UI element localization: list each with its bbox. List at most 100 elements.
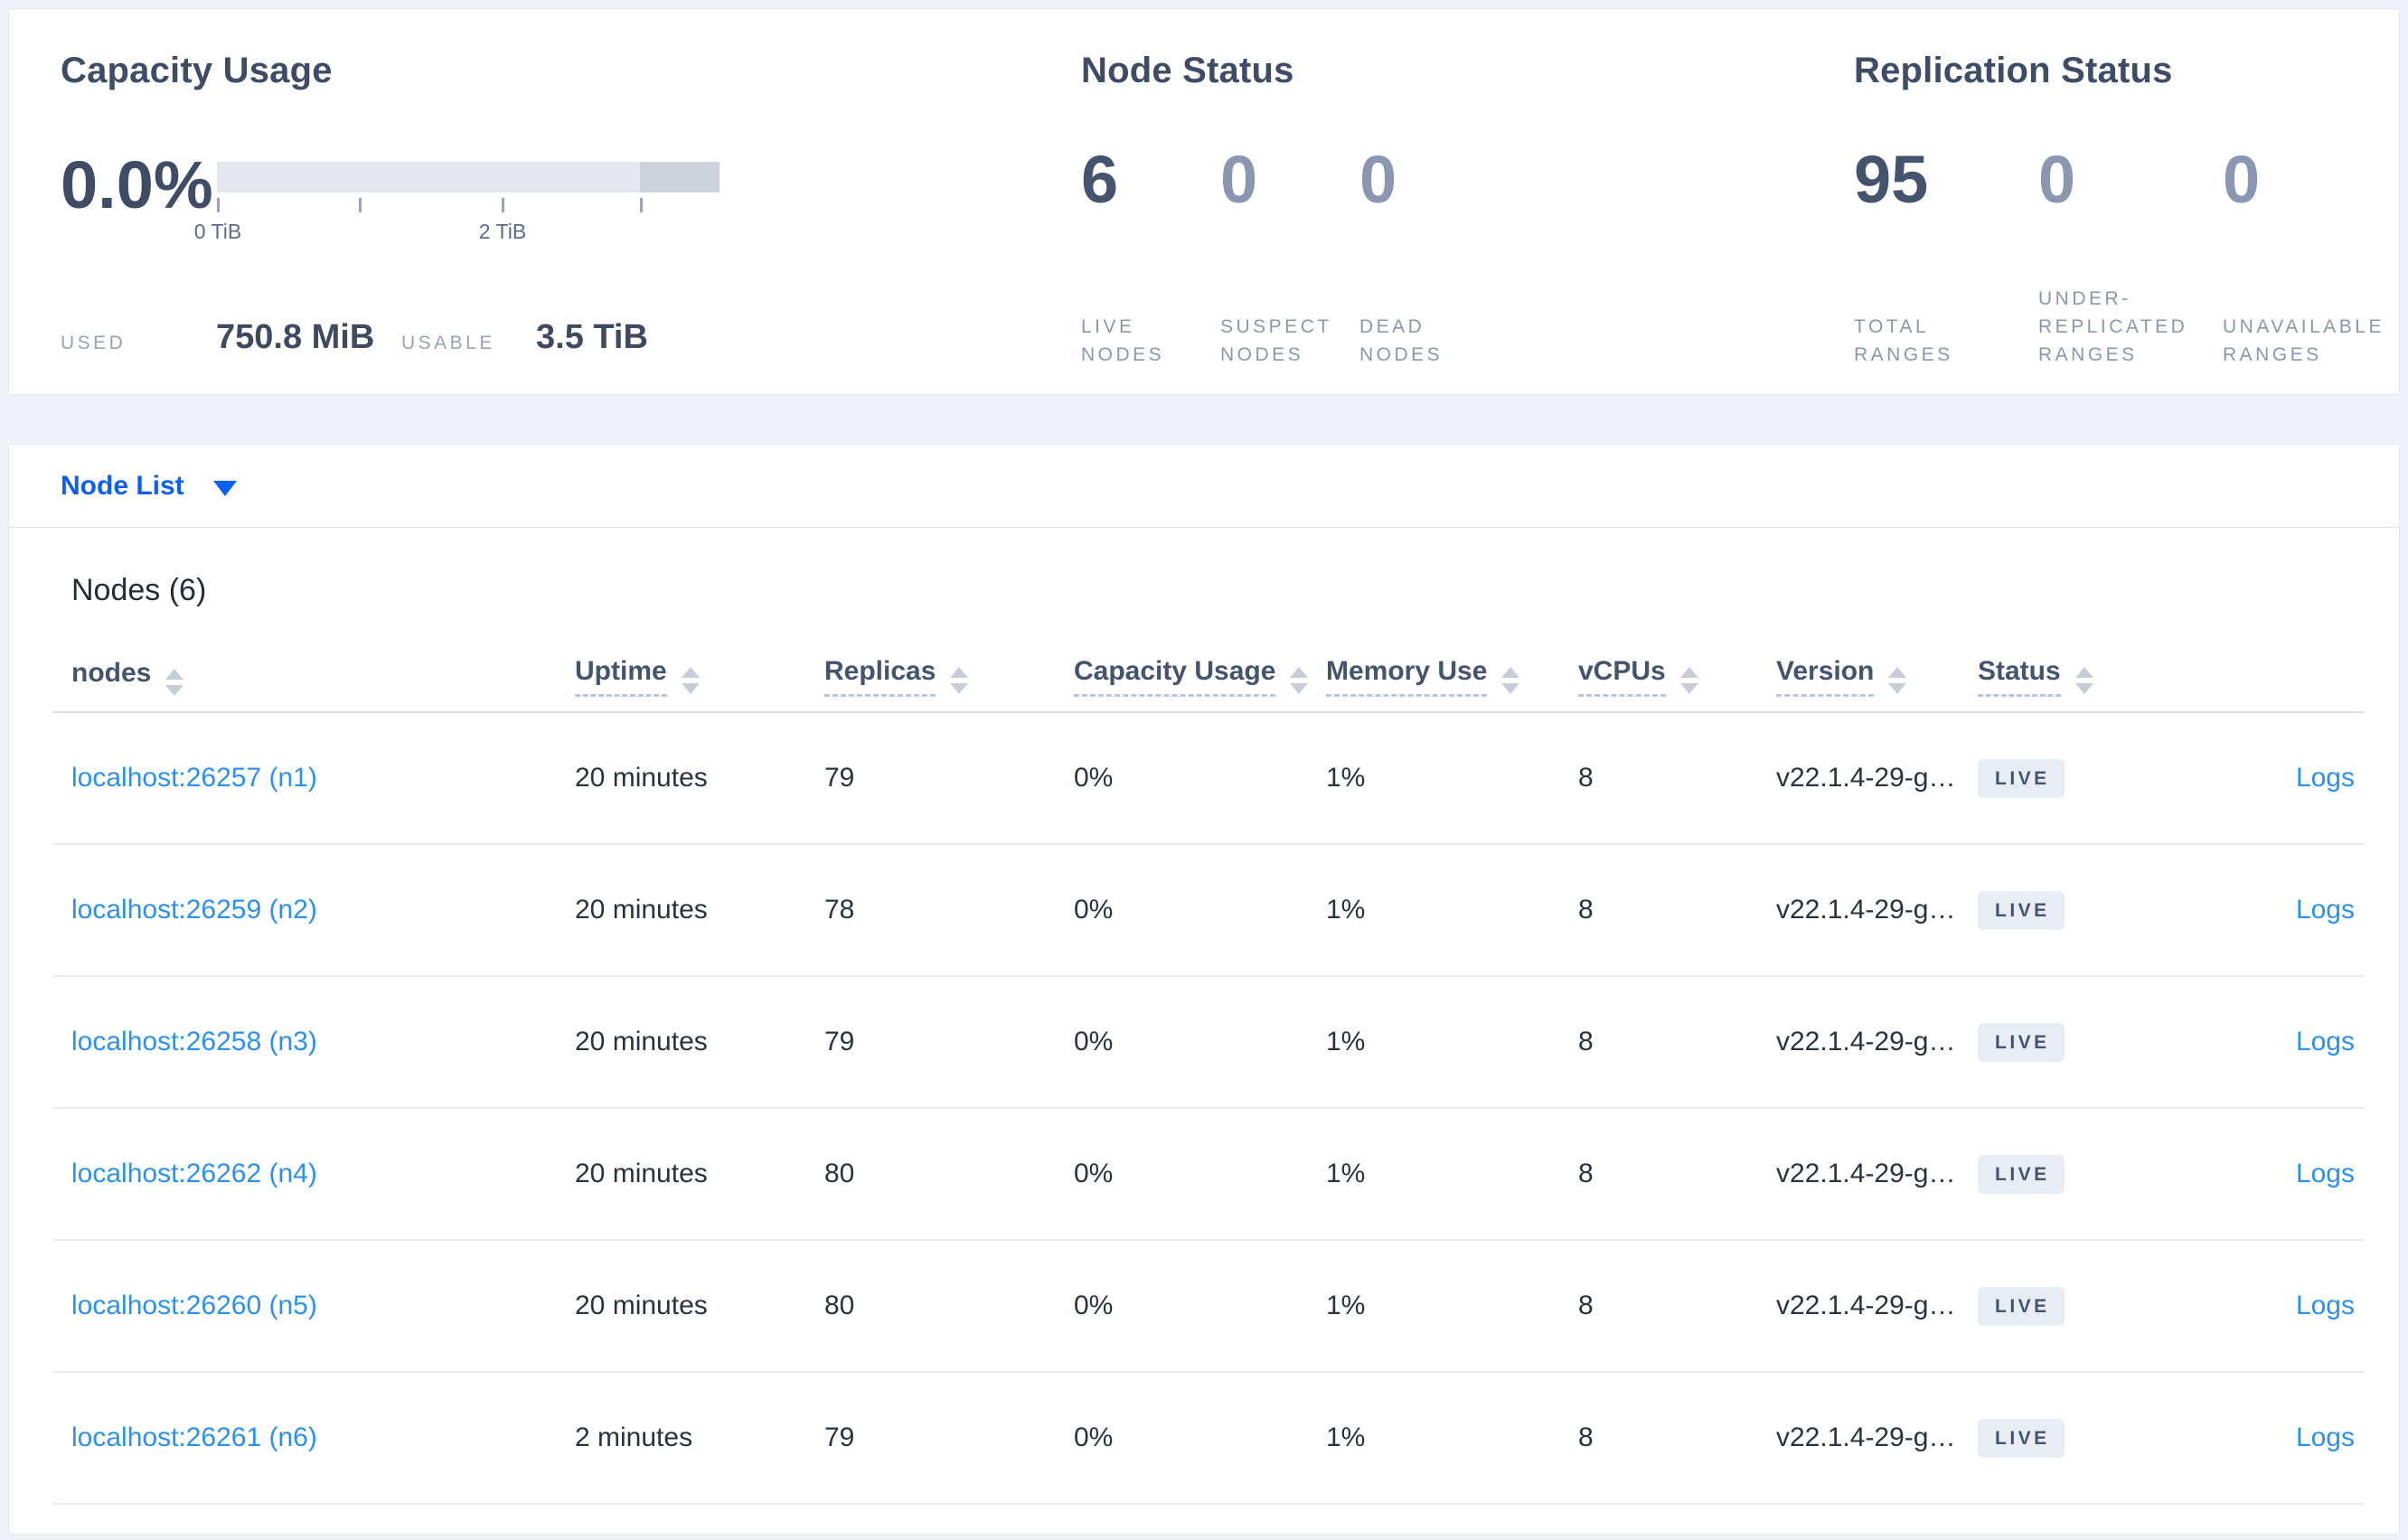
column-header-replicas[interactable]: Replicas bbox=[824, 642, 1074, 713]
cluster-summary-card: Capacity Usage 0.0% 0 TiB 2 TiB USED 750… bbox=[8, 8, 2400, 395]
version-cell: v22.1.4-29-g… bbox=[1776, 712, 1978, 845]
uptime-cell: 20 minutes bbox=[575, 1240, 824, 1373]
version-cell: v22.1.4-29-g… bbox=[1776, 1372, 1978, 1505]
capacity-gauge-track bbox=[217, 162, 720, 192]
capacity-values-row: USED 750.8 MiB USABLE 3.5 TiB bbox=[61, 318, 1037, 372]
node-link[interactable]: localhost:26260 (n5) bbox=[71, 1291, 317, 1320]
vcpus-cell: 8 bbox=[1578, 1372, 1776, 1505]
memory-use-cell: 1% bbox=[1326, 1240, 1578, 1373]
gauge-tick-1 bbox=[359, 198, 362, 212]
replicas-cell: 79 bbox=[824, 976, 1074, 1109]
node-link[interactable]: localhost:26262 (n4) bbox=[71, 1159, 317, 1188]
uptime-cell: 20 minutes bbox=[575, 1108, 824, 1241]
capacity-usage-cell: 0% bbox=[1074, 976, 1326, 1109]
version-cell: v22.1.4-29-g… bbox=[1776, 844, 1978, 977]
capacity-usage-cell: 0% bbox=[1074, 1240, 1326, 1373]
logs-link[interactable]: Logs bbox=[2295, 1159, 2355, 1188]
live-nodes-count: 6 bbox=[1081, 142, 1119, 217]
live-nodes-label: LIVE NODES bbox=[1081, 316, 1165, 365]
capacity-usage-cell: 0% bbox=[1074, 712, 1326, 845]
capacity-usage-cell: 0% bbox=[1074, 1372, 1326, 1505]
suspect-nodes-count: 0 bbox=[1220, 142, 1258, 217]
node-link[interactable]: localhost:26257 (n1) bbox=[71, 763, 317, 793]
logs-link[interactable]: Logs bbox=[2295, 1027, 2355, 1056]
node-list-dropdown[interactable]: Node List bbox=[9, 445, 2399, 528]
replicas-cell: 80 bbox=[824, 1108, 1074, 1241]
logs-link[interactable]: Logs bbox=[2295, 1423, 2355, 1452]
memory-use-cell: 1% bbox=[1326, 1372, 1578, 1505]
dead-nodes-count: 0 bbox=[1359, 142, 1397, 217]
status-badge: LIVE bbox=[1978, 758, 2065, 798]
sort-icon[interactable] bbox=[1888, 667, 1907, 694]
table-row: localhost:26260 (n5) 20 minutes 80 0% 1%… bbox=[52, 1240, 2365, 1373]
column-header-nodes[interactable]: nodes bbox=[52, 642, 575, 713]
table-row: localhost:26262 (n4) 20 minutes 80 0% 1%… bbox=[52, 1108, 2365, 1241]
unavailable-ranges-count: 0 bbox=[2223, 142, 2261, 217]
under-replicated-ranges-count: 0 bbox=[2038, 142, 2076, 217]
memory-use-cell: 1% bbox=[1326, 844, 1578, 977]
gauge-tick-label-0: 0 TiB bbox=[193, 220, 242, 243]
capacity-gauge-reserved-segment bbox=[640, 162, 720, 192]
gauge-tick-label-2: 2 TiB bbox=[478, 220, 527, 243]
node-list-dropdown-label[interactable]: Node List bbox=[61, 470, 184, 501]
node-status-panel: Node Status 6 0 0 LIVE NODES SUSPECT NOD… bbox=[1081, 9, 1804, 396]
replication-status-title: Replication Status bbox=[1854, 51, 2173, 90]
sort-icon[interactable] bbox=[1290, 667, 1309, 694]
replicas-cell: 79 bbox=[824, 1372, 1074, 1505]
replicas-cell: 78 bbox=[824, 844, 1074, 977]
node-link[interactable]: localhost:26261 (n6) bbox=[71, 1423, 317, 1452]
column-header-vcpus[interactable]: vCPUs bbox=[1578, 642, 1776, 713]
nodes-section-heading: Nodes (6) bbox=[71, 573, 207, 607]
column-header-version[interactable]: Version bbox=[1776, 642, 1978, 713]
sort-icon[interactable] bbox=[1679, 667, 1698, 694]
table-row: localhost:26259 (n2) 20 minutes 78 0% 1%… bbox=[52, 844, 2365, 977]
replication-status-panel: Replication Status 95 0 0 TOTAL RANGES U… bbox=[1854, 9, 2405, 396]
memory-use-cell: 1% bbox=[1326, 712, 1578, 845]
replicas-cell: 79 bbox=[824, 712, 1074, 845]
node-status-title: Node Status bbox=[1081, 51, 1294, 90]
chevron-down-icon bbox=[212, 481, 237, 496]
total-ranges-label: TOTAL RANGES bbox=[1854, 316, 1953, 365]
column-header-capacity-usage[interactable]: Capacity Usage bbox=[1074, 642, 1326, 713]
replicas-cell: 80 bbox=[824, 1240, 1074, 1373]
total-ranges-count: 95 bbox=[1854, 142, 1929, 217]
sort-icon[interactable] bbox=[950, 667, 969, 694]
version-cell: v22.1.4-29-g… bbox=[1776, 1108, 1978, 1241]
vcpus-cell: 8 bbox=[1578, 844, 1776, 977]
table-row: localhost:26261 (n6) 2 minutes 79 0% 1% … bbox=[52, 1372, 2365, 1505]
memory-use-cell: 1% bbox=[1326, 1108, 1578, 1241]
node-link[interactable]: localhost:26258 (n3) bbox=[71, 1027, 317, 1056]
used-label: USED bbox=[61, 333, 127, 353]
status-badge: LIVE bbox=[1978, 890, 2065, 930]
gauge-tick-3 bbox=[640, 198, 643, 212]
capacity-usage-cell: 0% bbox=[1074, 844, 1326, 977]
sort-icon[interactable] bbox=[681, 667, 700, 694]
logs-link[interactable]: Logs bbox=[2295, 1291, 2355, 1320]
vcpus-cell: 8 bbox=[1578, 1108, 1776, 1241]
status-badge: LIVE bbox=[1978, 1418, 2065, 1458]
uptime-cell: 20 minutes bbox=[575, 712, 824, 845]
uptime-cell: 2 minutes bbox=[575, 1372, 824, 1505]
column-header-logs-empty bbox=[2149, 642, 2365, 713]
sort-icon[interactable] bbox=[165, 668, 184, 696]
uptime-cell: 20 minutes bbox=[575, 976, 824, 1109]
node-link[interactable]: localhost:26259 (n2) bbox=[71, 895, 317, 925]
column-header-uptime[interactable]: Uptime bbox=[575, 642, 824, 713]
table-header-row: nodes Uptime Replicas Capacity Usage Mem… bbox=[52, 642, 2365, 713]
sort-icon[interactable] bbox=[2074, 667, 2093, 694]
logs-link[interactable]: Logs bbox=[2295, 895, 2355, 925]
version-cell: v22.1.4-29-g… bbox=[1776, 976, 1978, 1109]
gauge-tick-2 bbox=[502, 198, 504, 212]
sort-icon[interactable] bbox=[1501, 667, 1520, 694]
memory-use-cell: 1% bbox=[1326, 976, 1578, 1109]
logs-link[interactable]: Logs bbox=[2295, 763, 2355, 793]
nodes-table: nodes Uptime Replicas Capacity Usage Mem… bbox=[52, 642, 2365, 1505]
capacity-usage-title: Capacity Usage bbox=[61, 51, 333, 90]
gauge-tick-0 bbox=[217, 198, 220, 212]
column-header-status[interactable]: Status bbox=[1978, 642, 2149, 713]
column-header-memory-use[interactable]: Memory Use bbox=[1326, 642, 1578, 713]
uptime-cell: 20 minutes bbox=[575, 844, 824, 977]
capacity-percent-value: 0.0% bbox=[61, 147, 213, 222]
vcpus-cell: 8 bbox=[1578, 976, 1776, 1109]
capacity-usage-cell: 0% bbox=[1074, 1108, 1326, 1241]
